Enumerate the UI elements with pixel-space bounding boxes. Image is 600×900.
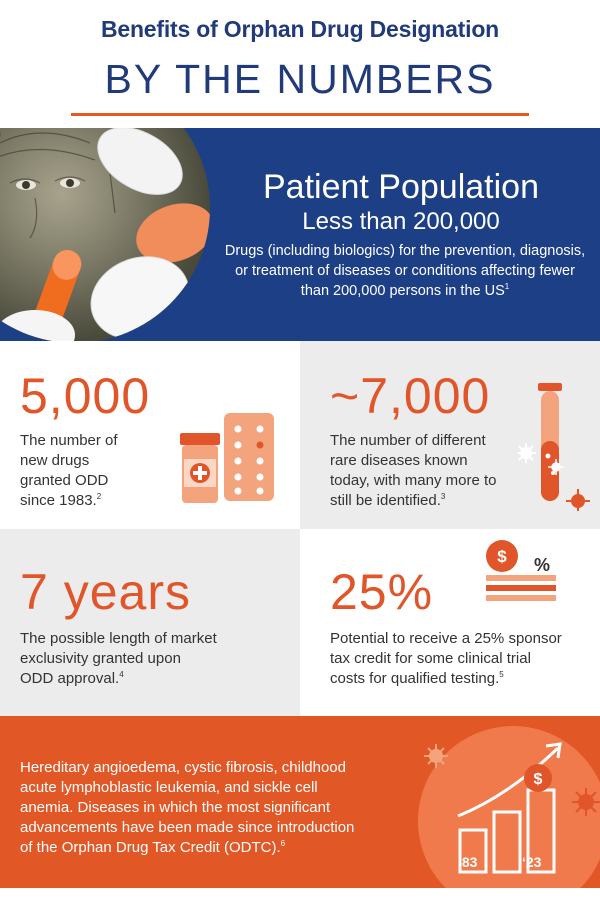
stat-line: since 1983. [20, 492, 97, 509]
title-main: BY THE NUMBERS [104, 56, 496, 102]
band-line: advancements have been made since introd… [20, 819, 355, 836]
stat-line: The possible length of market [20, 630, 217, 647]
test-tube-icon [518, 383, 590, 511]
stat-description: The number of new drugs granted ODD sinc… [20, 431, 118, 511]
stat-drugs-granted: 5,000 The number of new drugs granted OD… [0, 341, 300, 529]
percent-icon: % [534, 555, 550, 575]
band-footnote: 6 [280, 839, 286, 848]
hero-patient-population: Patient Population Less than 200,000 Dru… [0, 128, 600, 341]
money-and-pills-photo [0, 128, 210, 341]
stat-description: Potential to receive a 25% sponsor tax c… [330, 629, 562, 689]
stat-line: rare diseases known [330, 452, 468, 469]
band-description: Hereditary angioedema, cystic fibrosis, … [20, 758, 410, 858]
hero-description-text: Drugs (including biologics) for the prev… [224, 243, 586, 299]
stat-line: ODD approval. [20, 670, 120, 687]
year-end-label: ‘23 [522, 854, 542, 870]
stat-line: The number of [20, 432, 118, 449]
stat-description: The possible length of market exclusivit… [20, 629, 217, 689]
hero-footnote: 1 [504, 282, 510, 291]
dollar-icon: $ [497, 547, 507, 566]
stat-number: 25% [330, 564, 434, 620]
dollar-icon: $ [534, 771, 543, 788]
hero-subheading: Less than 200,000 [302, 208, 500, 235]
stat-line: today, with many more to [330, 472, 497, 489]
band-line: anemia. Diseases in which the most signi… [20, 799, 331, 816]
stat-line: costs for qualified testing. [330, 670, 500, 687]
stat-footnote: 4 [119, 670, 124, 679]
odtc-band: Hereditary angioedema, cystic fibrosis, … [0, 716, 600, 900]
stat-tax-credit: 25% Potential to receive a 25% sponsor t… [300, 529, 600, 717]
stat-line: Potential to receive a 25% sponsor [330, 630, 562, 647]
hero-heading: Patient Population [263, 168, 539, 206]
stat-rare-diseases: ~7,000 The number of different rare dise… [300, 341, 600, 529]
year-start-label: ‘83 [458, 854, 478, 870]
header: Benefits of Orphan Drug Designation BY T… [0, 0, 600, 128]
growth-chart-icon: $ [424, 742, 600, 874]
band-line: acute lymphoblastic leukemia, and sickle… [20, 779, 318, 796]
stat-market-exclusivity: 7 years The possible length of market ex… [0, 529, 300, 717]
hero-description: Drugs (including biologics) for the prev… [220, 241, 590, 301]
stat-line: still be identified. [330, 492, 441, 509]
stat-description: The number of different rare diseases kn… [330, 431, 496, 511]
stat-line: exclusivity granted upon [20, 650, 181, 667]
stat-number: 5,000 [20, 368, 151, 424]
stat-line: new drugs [20, 452, 90, 469]
stat-footnote: 3 [440, 492, 446, 501]
title-divider [71, 113, 529, 116]
stat-number: 7 years [20, 564, 191, 620]
bottom-strip [0, 888, 600, 900]
stat-number: ~7,000 [330, 368, 491, 424]
title-top: Benefits of Orphan Drug Designation [100, 16, 500, 42]
stat-footnote: 5 [499, 670, 504, 679]
pill-bottle-and-blister-icon [180, 413, 274, 503]
stat-line: tax credit for some clinical trial [330, 650, 531, 667]
band-line: Hereditary angioedema, cystic fibrosis, … [20, 759, 346, 776]
stat-footnote: 2 [96, 492, 102, 501]
coin-and-bars-icon: $ % [486, 540, 556, 601]
stat-line: granted ODD [20, 472, 109, 489]
stat-line: The number of different [330, 432, 486, 449]
band-line: of the Orphan Drug Tax Credit (ODTC). [20, 839, 281, 856]
